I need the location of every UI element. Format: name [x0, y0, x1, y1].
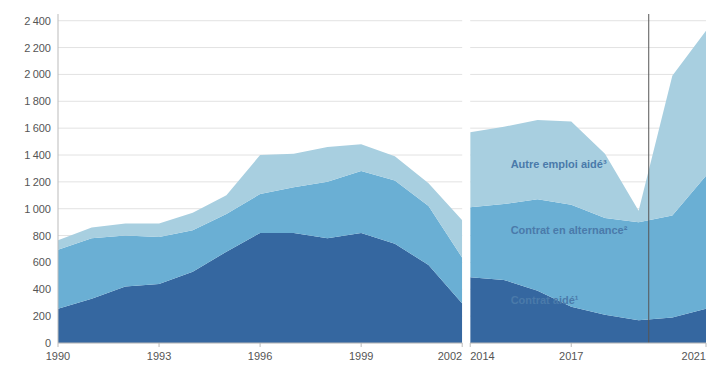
marks	[58, 144, 462, 343]
y-tick-label: 1 400	[24, 149, 51, 161]
area	[470, 31, 706, 222]
grid-line	[58, 74, 462, 75]
y-tick-label: 2 400	[24, 15, 51, 27]
annotation: Autre emploi aidé³	[511, 158, 607, 170]
x-tick	[260, 343, 261, 347]
grid-line	[470, 47, 706, 48]
panel: 2014 2017 2021 Autre emploi aidé³ Contrat en…	[470, 14, 706, 362]
grid-line	[58, 20, 462, 21]
vertical-line	[648, 14, 649, 343]
grid	[470, 21, 706, 343]
x-tick	[159, 343, 160, 347]
annotation: Contrat en alternance²	[511, 224, 628, 236]
x-tick-label: 2014	[470, 350, 494, 362]
x-tick	[706, 343, 707, 347]
x-tick	[361, 343, 362, 347]
y-tick-label: 1 600	[24, 122, 51, 134]
grid-line	[58, 128, 462, 129]
annotation: Contrat aidé¹	[511, 294, 579, 306]
x-axis-line	[470, 343, 706, 344]
grid-line	[58, 101, 462, 102]
x-tick	[571, 343, 572, 347]
x-tick-label: 2021	[682, 350, 706, 362]
x-tick-label: 1999	[349, 350, 373, 362]
grid	[58, 21, 462, 343]
y-tick-label: 1 200	[24, 176, 51, 188]
x-tick-label: 1990	[46, 350, 70, 362]
grid-line	[470, 74, 706, 75]
x-tick-label: 2017	[559, 350, 583, 362]
y-axis-line	[58, 14, 59, 343]
y-tick-label: 800	[33, 230, 51, 242]
x-tick	[58, 343, 59, 347]
area	[58, 144, 462, 257]
y-tick-label: 2 200	[24, 42, 51, 54]
grid-line	[470, 343, 706, 344]
x-tick	[470, 343, 471, 347]
x-tick-label: 1993	[147, 350, 171, 362]
x-tick	[462, 343, 463, 347]
y-tick-label: 400	[33, 283, 51, 295]
y-tick-label: 1 800	[24, 95, 51, 107]
y-tick-label: 600	[33, 256, 51, 268]
grid-line	[470, 20, 706, 21]
x-tick-label: 2002	[438, 350, 462, 362]
y-tick-label: 0	[45, 337, 51, 349]
y-tick-label: 1 000	[24, 203, 51, 215]
marks	[470, 14, 706, 343]
x-tick-label: 1996	[248, 350, 272, 362]
panel: 1990 1993 1996 1999 2002 0 200 400 600 800 1 000 1 …	[24, 14, 462, 362]
chart: 1990 1993 1996 1999 2002 0 200 400 600 800 1 000 1 …	[0, 0, 720, 375]
grid-line	[58, 47, 462, 48]
y-tick-label: 200	[33, 310, 51, 322]
y-tick-label: 2 000	[24, 68, 51, 80]
